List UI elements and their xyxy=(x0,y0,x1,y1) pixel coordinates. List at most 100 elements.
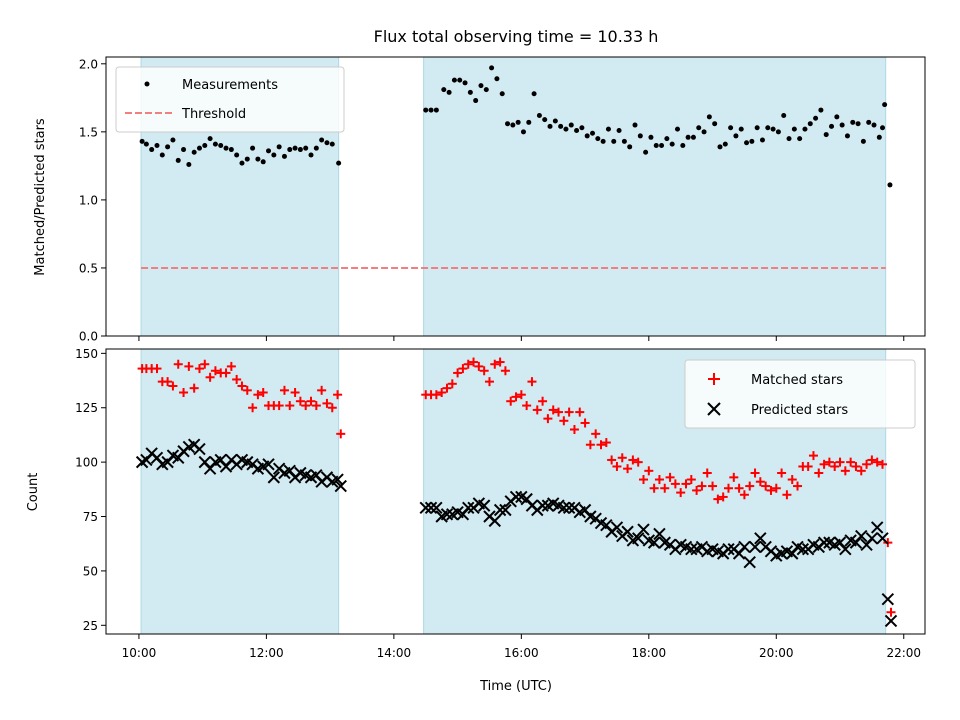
measurement-point xyxy=(428,107,434,113)
measurement-point xyxy=(558,123,564,129)
measurement-point xyxy=(876,134,882,140)
measurement-point xyxy=(855,121,861,127)
predicted-star-point xyxy=(430,501,443,515)
y-tick-label: 75 xyxy=(83,510,98,524)
matched-star-point xyxy=(782,490,792,500)
measurement-point xyxy=(871,122,877,128)
predicted-star-point xyxy=(685,542,698,556)
matched-star-point xyxy=(453,368,463,378)
predicted-star-point xyxy=(876,532,889,545)
predicted-star-point xyxy=(637,523,650,536)
matched-star-point xyxy=(248,403,258,413)
measurement-point xyxy=(659,142,665,148)
measurement-point xyxy=(260,159,266,165)
measurement-point xyxy=(781,113,787,119)
measurement-point xyxy=(590,130,596,136)
matched-star-point xyxy=(886,607,896,617)
measurement-point xyxy=(674,126,680,132)
predicted-star-point xyxy=(881,592,895,606)
measurement-point xyxy=(552,118,558,124)
predicted-star-point xyxy=(796,542,810,556)
matched-star-point xyxy=(639,475,649,485)
measurement-point xyxy=(791,126,797,132)
observing-window xyxy=(140,348,340,635)
measurement-point xyxy=(818,107,824,113)
measurement-point xyxy=(308,152,314,158)
matched-star-point xyxy=(686,475,696,485)
matched-star-point xyxy=(538,396,548,406)
matched-star-point xyxy=(750,468,760,478)
measurement-point xyxy=(621,138,627,144)
predicted-star-point xyxy=(647,536,661,549)
ratio-legend: Measurements Threshold xyxy=(115,66,345,133)
matched-star-point xyxy=(189,383,199,393)
matched-star-point xyxy=(644,466,654,476)
measurement-point xyxy=(754,125,760,131)
measurement-point xyxy=(255,156,261,162)
measurement-point xyxy=(510,122,516,128)
measurement-point xyxy=(749,138,755,144)
matched-star-point xyxy=(184,361,194,371)
measurement-point xyxy=(212,141,218,147)
count-legend: Matched stars Predicted stars xyxy=(684,359,916,429)
y-tick-label: 2.0 xyxy=(79,57,98,71)
measurement-point xyxy=(505,121,511,127)
predicted-star-point xyxy=(562,501,576,515)
predicted-star-point xyxy=(557,501,571,515)
matched-star-point xyxy=(333,390,343,400)
matched-star-point xyxy=(649,483,659,493)
x-tick-label: 12:00 xyxy=(249,646,284,660)
measurement-point xyxy=(154,142,160,148)
measurement-point xyxy=(319,137,325,143)
predicted-star-point xyxy=(621,525,634,538)
count-y-axis-label: Count xyxy=(26,473,41,512)
measurement-point xyxy=(489,65,495,71)
matched-star-point xyxy=(463,359,473,369)
measurement-point xyxy=(297,147,303,153)
count-panel-frame xyxy=(105,348,926,635)
matched-star-point xyxy=(554,407,564,417)
predicted-star-point xyxy=(738,540,751,554)
matched-star-point xyxy=(867,455,877,465)
matched-star-point xyxy=(522,401,532,411)
measurement-point xyxy=(244,156,250,162)
measurement-point xyxy=(728,125,734,131)
measurement-point xyxy=(276,144,282,150)
y-tick-label: 25 xyxy=(83,619,98,633)
measurement-point xyxy=(880,125,886,131)
matched-star-point xyxy=(179,388,189,398)
matched-star-point xyxy=(163,377,173,387)
measurement-point xyxy=(563,126,569,132)
y-tick-label: 125 xyxy=(75,401,98,415)
measurement-point xyxy=(223,145,229,151)
measurement-point xyxy=(775,129,781,135)
matched-star-point xyxy=(856,466,866,476)
matched-star-point xyxy=(718,492,728,502)
matched-star-point xyxy=(787,475,797,485)
measurement-point xyxy=(860,138,866,144)
predicted-star-point xyxy=(631,532,645,545)
matched-star-point xyxy=(559,416,569,426)
predicted-star-point xyxy=(267,471,281,484)
predicted-star-point xyxy=(462,501,475,515)
matched-star-point xyxy=(607,455,617,465)
measurement-point xyxy=(839,122,845,128)
measurement-point xyxy=(802,126,808,132)
matched-star-point xyxy=(803,461,813,471)
matched-star-point xyxy=(210,366,220,376)
matched-star-point xyxy=(168,381,178,391)
ratio-panel-frame xyxy=(105,56,926,337)
measurement-point xyxy=(547,123,553,129)
matched-star-point xyxy=(237,381,247,391)
measurement-point xyxy=(627,144,633,150)
measurement-point xyxy=(738,126,744,132)
matched-star-point xyxy=(819,459,829,469)
matched-star-point xyxy=(612,461,622,471)
measurement-point xyxy=(653,142,659,148)
matched-star-point xyxy=(771,483,781,493)
measurement-point xyxy=(600,138,606,144)
predicted-star-point xyxy=(748,540,762,554)
measurement-point xyxy=(632,122,638,128)
matched-star-point xyxy=(840,466,850,476)
legend-marker-measurements xyxy=(144,81,150,87)
